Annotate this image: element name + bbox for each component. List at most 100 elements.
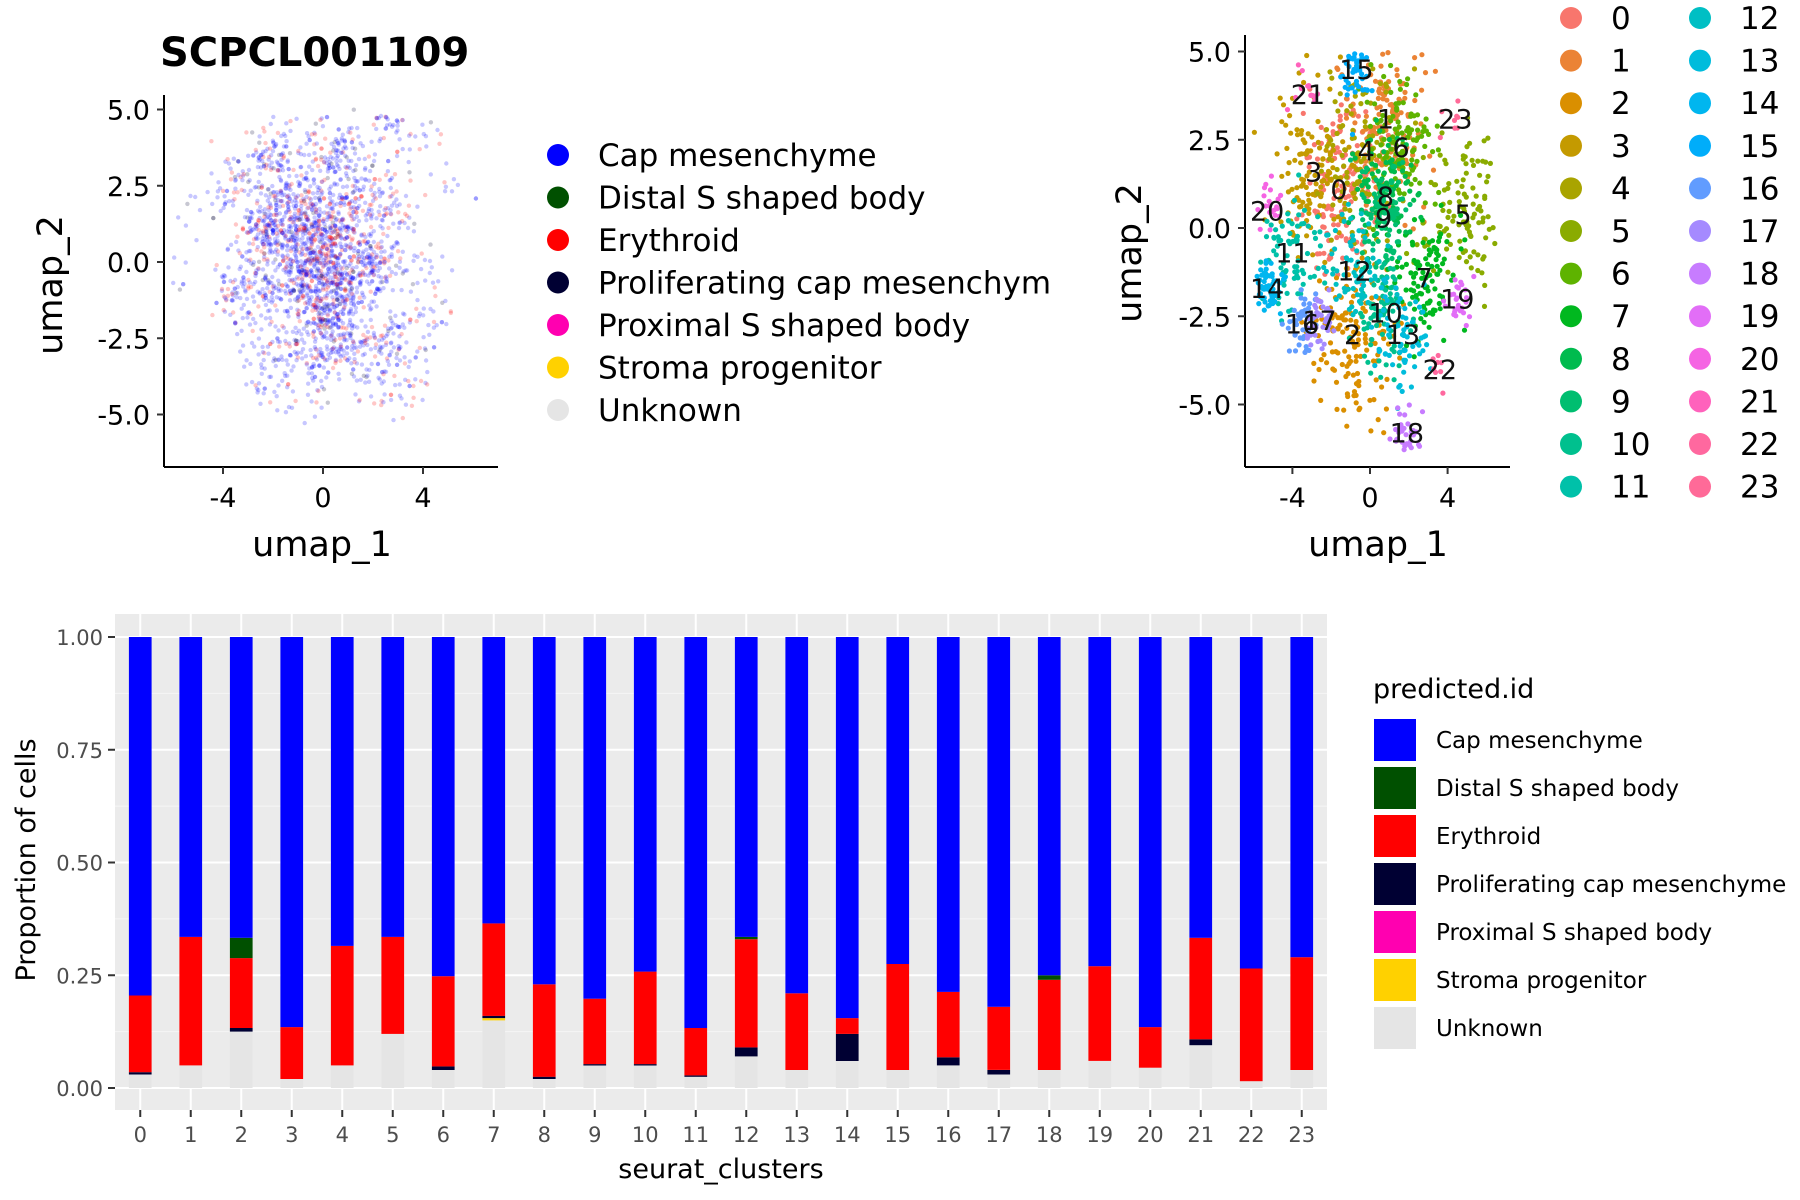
umap-point [311, 316, 316, 321]
umap-point [249, 379, 255, 385]
umap-point [267, 154, 272, 160]
umap-point [329, 235, 334, 241]
umap-point [267, 195, 272, 200]
umap-point [407, 383, 412, 389]
umap-point [235, 290, 240, 296]
cluster-label: 15 [1339, 55, 1373, 86]
umap-point [318, 330, 323, 336]
umap-point [338, 282, 343, 287]
umap-point [269, 160, 274, 165]
umap-point [255, 289, 260, 294]
cluster-umap-y-tick-label: -2.5 [1178, 302, 1231, 333]
umap-point [356, 196, 361, 202]
umap-point [325, 214, 330, 220]
umap-point [428, 242, 433, 247]
cluster-point [1284, 290, 1290, 296]
umap-point [273, 268, 278, 273]
cluster-point [1327, 69, 1333, 75]
cluster-legend-swatch [1560, 49, 1582, 72]
umap-point [257, 209, 262, 215]
umap-point [350, 217, 355, 222]
umap-point [328, 154, 333, 160]
umap-point [244, 382, 249, 387]
umap-point [356, 134, 361, 139]
umap-point [329, 347, 334, 352]
umap-point [286, 256, 291, 261]
umap-point [272, 240, 278, 245]
umap-point [299, 337, 305, 342]
bar-segment [734, 1056, 758, 1088]
umap-point [290, 232, 295, 237]
bar-segment [987, 637, 1011, 1007]
umap-point [341, 275, 346, 281]
umap-point [261, 357, 266, 363]
umap-point [298, 244, 304, 250]
umap-point [376, 209, 381, 214]
umap-point [278, 178, 284, 184]
cluster-point [1407, 301, 1413, 307]
umap-point [286, 382, 291, 387]
umap-point [260, 344, 265, 350]
cluster-legend-swatch [1689, 433, 1711, 455]
umap-point [265, 286, 270, 291]
umap-point [301, 176, 307, 182]
umap-point [270, 228, 276, 233]
cluster-legend-label: 13 [1740, 44, 1779, 80]
cluster-point [1435, 147, 1441, 153]
umap-point [352, 151, 358, 156]
cluster-point [1369, 171, 1375, 177]
umap-point [299, 332, 304, 337]
cluster-point [1251, 129, 1257, 135]
umap-point [305, 285, 311, 291]
umap-point [374, 216, 379, 221]
umap-point [309, 237, 314, 242]
umap-y-tick-label: -5.0 [97, 401, 150, 432]
umap-point [321, 387, 327, 392]
cluster-point [1321, 341, 1327, 347]
umap-point [271, 114, 276, 120]
umap-point [275, 160, 281, 166]
umap-point [242, 281, 247, 286]
umap-point [256, 158, 261, 163]
umap-point [351, 292, 356, 298]
cluster-point [1392, 164, 1398, 170]
cluster-point [1285, 211, 1291, 217]
umap-point [291, 247, 297, 252]
umap-point [232, 286, 237, 291]
cluster-point [1347, 157, 1354, 163]
umap-point [275, 249, 281, 254]
cluster-label: 14 [1250, 274, 1284, 305]
umap-point [383, 126, 389, 131]
umap-point [326, 251, 331, 256]
umap-point [304, 227, 309, 232]
umap-point [310, 308, 315, 313]
umap-point [268, 203, 273, 208]
umap-point [320, 190, 325, 195]
umap-point [294, 242, 299, 248]
umap-point [339, 217, 345, 223]
umap-point [248, 216, 253, 221]
cluster-point [1445, 269, 1451, 275]
umap-point [324, 114, 330, 120]
umap-point [341, 217, 346, 222]
umap-point [260, 239, 266, 244]
umap-point [346, 176, 351, 182]
umap-point [306, 251, 311, 256]
bar-segment [431, 976, 455, 1067]
umap-point [304, 217, 309, 222]
umap-point [292, 235, 298, 241]
bar-segment [886, 964, 910, 1070]
umap-point [368, 187, 374, 193]
umap-point [256, 218, 261, 223]
umap-point [347, 165, 352, 171]
umap-point [253, 235, 259, 240]
umap-point [349, 125, 354, 131]
umap-point [270, 221, 276, 226]
umap-point [264, 230, 269, 235]
umap-point [303, 273, 308, 278]
umap-point [340, 132, 345, 137]
cluster-point [1481, 138, 1487, 144]
umap-point [270, 290, 275, 296]
umap-point [341, 353, 346, 358]
umap-point [322, 322, 328, 328]
